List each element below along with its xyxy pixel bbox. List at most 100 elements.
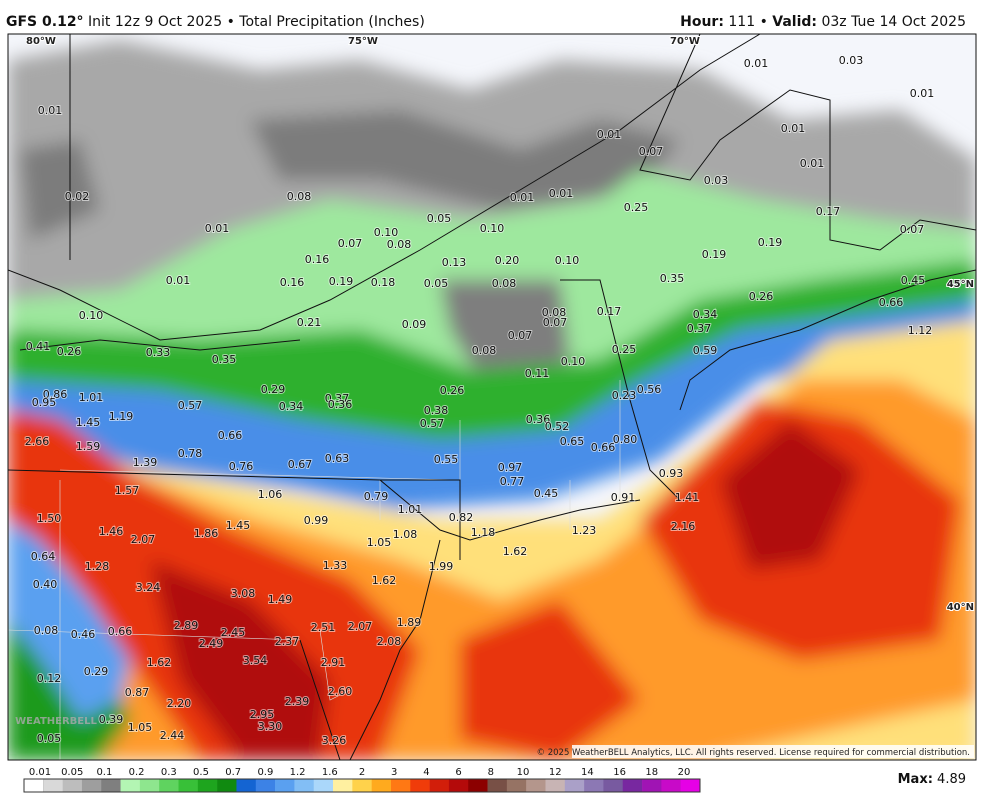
colorbar-label: 12: [549, 767, 562, 778]
colorbar-cell: [603, 779, 624, 792]
point-value: 3.54: [243, 654, 268, 667]
point-value: 0.21: [297, 316, 322, 329]
point-value: 1.57: [115, 484, 140, 497]
colorbar-cell: [275, 779, 295, 792]
point-value: 0.23: [612, 389, 637, 402]
point-value: 0.77: [500, 475, 525, 488]
colorbar-label: 1.2: [290, 767, 306, 778]
point-value: 2.89: [174, 619, 199, 632]
point-value: 0.01: [781, 122, 806, 135]
point-value: 2.07: [348, 620, 373, 633]
point-value: 0.11: [525, 367, 550, 380]
colorbar-cell: [101, 779, 121, 792]
point-value: 3.24: [136, 581, 161, 594]
point-value: 0.63: [325, 452, 350, 465]
point-value: 1.99: [429, 560, 454, 573]
point-value: 1.46: [99, 525, 124, 538]
point-value: 3.26: [322, 734, 347, 747]
header-left: GFS 0.12° Init 12z 9 Oct 2025 • Total Pr…: [6, 14, 425, 30]
point-value: 0.02: [65, 190, 90, 203]
lon-label: 75°W: [348, 36, 378, 47]
point-value: 1.41: [675, 491, 700, 504]
point-value: 0.97: [498, 461, 523, 474]
point-value: 0.17: [597, 305, 622, 318]
point-value: 0.01: [510, 191, 535, 204]
point-value: 0.07: [508, 329, 533, 342]
colorbar-cell: [642, 779, 662, 792]
valid: 03z Tue 14 Oct 2025: [821, 14, 966, 30]
point-value: 2.07: [131, 533, 156, 546]
point-value: 1.19: [109, 410, 134, 423]
copyright: © 2025 WeatherBELL Analytics, LLC. All r…: [537, 748, 970, 758]
colorbar-label: 1.6: [322, 767, 338, 778]
point-value: 0.08: [287, 190, 312, 203]
colorbar-cell: [622, 779, 643, 792]
point-value: 0.82: [449, 511, 474, 524]
point-value: 1.62: [503, 545, 528, 558]
point-value: 0.17: [816, 205, 841, 218]
point-value: 0.57: [178, 399, 203, 412]
point-value: 0.40: [33, 578, 58, 591]
colorbar-cell: [236, 779, 257, 792]
colorbar-label: 0.01: [29, 767, 51, 778]
point-value: 0.20: [495, 254, 520, 267]
point-value: 2.95: [250, 708, 275, 721]
point-value: 1.12: [908, 324, 933, 337]
colorbar-cell: [81, 779, 102, 792]
colorbar-label: 2: [359, 767, 365, 778]
point-value: 0.08: [387, 238, 412, 251]
point-value: 0.59: [693, 344, 718, 357]
colorbar-label: 14: [581, 767, 594, 778]
point-value: 3.08: [231, 587, 256, 600]
colorbar-cell: [217, 779, 237, 792]
point-value: 0.34: [279, 400, 304, 413]
colorbar-cell: [139, 779, 160, 792]
colorbar-cell: [410, 779, 430, 792]
max: 4.89: [937, 772, 966, 787]
valid-label: Valid:: [772, 14, 817, 30]
watermark: WEATHERBELL: [15, 716, 97, 727]
sep: •: [760, 14, 768, 30]
point-value: 2.20: [167, 697, 192, 710]
colorbar-cell: [487, 779, 508, 792]
point-value: 0.78: [178, 447, 203, 460]
point-value: 2.51: [311, 621, 336, 634]
colorbar-cell: [178, 779, 199, 792]
point-value: 2.66: [25, 435, 50, 448]
point-value: 0.07: [543, 316, 568, 329]
colorbar-cell: [120, 779, 141, 792]
colorbar-cell: [564, 779, 585, 792]
point-value: 0.08: [34, 624, 59, 637]
colorbar-label: 0.5: [193, 767, 209, 778]
point-value: 0.93: [659, 467, 684, 480]
point-value: 0.67: [288, 458, 313, 471]
point-value: 0.01: [38, 104, 63, 117]
colorbar-cell: [62, 779, 83, 792]
colorbar-cell: [313, 779, 334, 792]
colorbar-cell: [526, 779, 546, 792]
max-label: Max:: [898, 772, 933, 787]
lon-label: 70°W: [670, 36, 700, 47]
colorbar-label: 0.7: [225, 767, 241, 778]
point-value: 0.19: [329, 275, 354, 288]
point-value: 0.01: [597, 128, 622, 141]
point-value: 0.05: [37, 732, 62, 745]
point-value: 0.80: [613, 433, 638, 446]
point-value: 0.08: [542, 306, 567, 319]
point-value: 1.05: [128, 721, 153, 734]
point-value: 0.26: [749, 290, 774, 303]
colorbar-cell: [43, 779, 63, 792]
point-value: 3.30: [258, 720, 283, 733]
point-value: 0.45: [534, 487, 559, 500]
point-value: 0.19: [758, 236, 783, 249]
point-value: 0.66: [108, 625, 133, 638]
point-value: 0.01: [549, 187, 574, 200]
point-value: 2.45: [221, 626, 246, 639]
point-value: 0.37: [325, 392, 350, 405]
point-value: 0.01: [800, 157, 825, 170]
point-value: 0.95: [32, 396, 57, 409]
hour-label: Hour:: [680, 14, 724, 30]
point-value: 1.86: [194, 527, 219, 540]
point-value: 2.08: [377, 635, 402, 648]
